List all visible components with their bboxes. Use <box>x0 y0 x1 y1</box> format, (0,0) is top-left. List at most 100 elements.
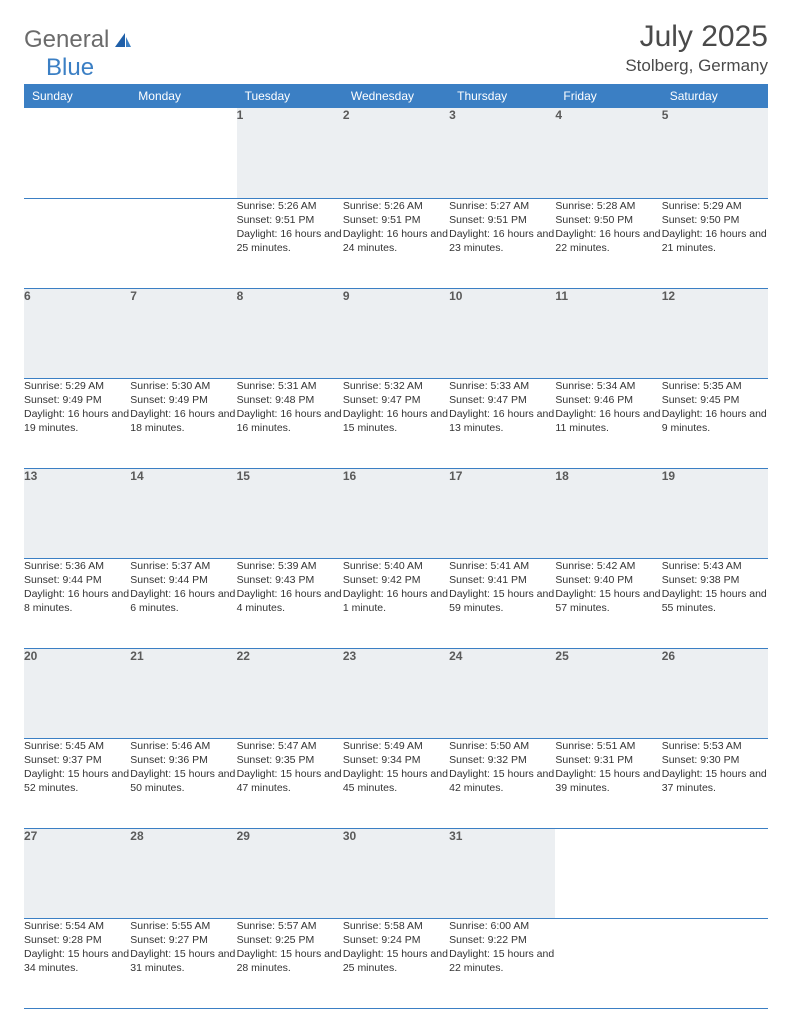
sunset-text: Sunset: 9:43 PM <box>237 573 343 587</box>
day-number-cell: 10 <box>449 288 555 378</box>
day-number-cell: 29 <box>237 828 343 918</box>
weekday-header: Saturday <box>662 84 768 108</box>
sunrise-text: Sunrise: 5:33 AM <box>449 379 555 393</box>
daylight-text: Daylight: 15 hours and 59 minutes. <box>449 587 555 615</box>
daylight-text: Daylight: 15 hours and 31 minutes. <box>130 947 236 975</box>
day-number-cell: 27 <box>24 828 130 918</box>
sunset-text: Sunset: 9:30 PM <box>662 753 768 767</box>
daylight-text: Daylight: 15 hours and 22 minutes. <box>449 947 555 975</box>
day-number-cell: 30 <box>343 828 449 918</box>
sunset-text: Sunset: 9:31 PM <box>555 753 661 767</box>
daylight-text: Daylight: 16 hours and 6 minutes. <box>130 587 236 615</box>
brand-text-1: General <box>24 26 109 54</box>
sunset-text: Sunset: 9:37 PM <box>24 753 130 767</box>
sunrise-text: Sunrise: 5:29 AM <box>662 199 768 213</box>
sunrise-text: Sunrise: 5:51 AM <box>555 739 661 753</box>
day-content-cell: Sunrise: 5:55 AMSunset: 9:27 PMDaylight:… <box>130 918 236 1008</box>
sunset-text: Sunset: 9:40 PM <box>555 573 661 587</box>
daylight-text: Daylight: 16 hours and 24 minutes. <box>343 227 449 255</box>
day-content-cell <box>662 918 768 1008</box>
sunset-text: Sunset: 9:45 PM <box>662 393 768 407</box>
day-number-cell: 18 <box>555 468 661 558</box>
day-content-cell: Sunrise: 5:40 AMSunset: 9:42 PMDaylight:… <box>343 558 449 648</box>
sunset-text: Sunset: 9:47 PM <box>343 393 449 407</box>
day-number-cell: 11 <box>555 288 661 378</box>
weekday-header: Tuesday <box>237 84 343 108</box>
daylight-text: Daylight: 15 hours and 42 minutes. <box>449 767 555 795</box>
logo-sail-icon <box>113 31 133 49</box>
daylight-text: Daylight: 16 hours and 1 minute. <box>343 587 449 615</box>
day-content-cell: Sunrise: 6:00 AMSunset: 9:22 PMDaylight:… <box>449 918 555 1008</box>
location-label: Stolberg, Germany <box>625 56 768 76</box>
day-number-cell: 9 <box>343 288 449 378</box>
sunrise-text: Sunrise: 5:53 AM <box>662 739 768 753</box>
daylight-text: Daylight: 16 hours and 19 minutes. <box>24 407 130 435</box>
day-number-cell: 23 <box>343 648 449 738</box>
sunrise-text: Sunrise: 6:00 AM <box>449 919 555 933</box>
day-content-cell: Sunrise: 5:54 AMSunset: 9:28 PMDaylight:… <box>24 918 130 1008</box>
day-content-cell: Sunrise: 5:37 AMSunset: 9:44 PMDaylight:… <box>130 558 236 648</box>
daylight-text: Daylight: 16 hours and 16 minutes. <box>237 407 343 435</box>
sunrise-text: Sunrise: 5:34 AM <box>555 379 661 393</box>
day-content-cell: Sunrise: 5:26 AMSunset: 9:51 PMDaylight:… <box>343 198 449 288</box>
day-content-cell: Sunrise: 5:32 AMSunset: 9:47 PMDaylight:… <box>343 378 449 468</box>
day-number-cell: 14 <box>130 468 236 558</box>
sunset-text: Sunset: 9:41 PM <box>449 573 555 587</box>
day-number-cell <box>130 108 236 198</box>
title-block: July 2025 Stolberg, Germany <box>625 20 768 76</box>
daylight-text: Daylight: 16 hours and 8 minutes. <box>24 587 130 615</box>
day-number-cell: 12 <box>662 288 768 378</box>
sunset-text: Sunset: 9:49 PM <box>130 393 236 407</box>
sunset-text: Sunset: 9:24 PM <box>343 933 449 947</box>
day-content-cell: Sunrise: 5:28 AMSunset: 9:50 PMDaylight:… <box>555 198 661 288</box>
daylight-text: Daylight: 15 hours and 37 minutes. <box>662 767 768 795</box>
day-content-cell <box>24 198 130 288</box>
day-number-cell: 5 <box>662 108 768 198</box>
sunrise-text: Sunrise: 5:57 AM <box>237 919 343 933</box>
sunrise-text: Sunrise: 5:26 AM <box>237 199 343 213</box>
sunset-text: Sunset: 9:51 PM <box>449 213 555 227</box>
day-number-cell: 1 <box>237 108 343 198</box>
sunrise-text: Sunrise: 5:28 AM <box>555 199 661 213</box>
sunrise-text: Sunrise: 5:43 AM <box>662 559 768 573</box>
sunset-text: Sunset: 9:47 PM <box>449 393 555 407</box>
day-content-cell: Sunrise: 5:49 AMSunset: 9:34 PMDaylight:… <box>343 738 449 828</box>
day-content-cell: Sunrise: 5:57 AMSunset: 9:25 PMDaylight:… <box>237 918 343 1008</box>
sunrise-text: Sunrise: 5:58 AM <box>343 919 449 933</box>
daylight-text: Daylight: 15 hours and 57 minutes. <box>555 587 661 615</box>
sunrise-text: Sunrise: 5:40 AM <box>343 559 449 573</box>
sunset-text: Sunset: 9:25 PM <box>237 933 343 947</box>
weekday-header: Thursday <box>449 84 555 108</box>
sunset-text: Sunset: 9:44 PM <box>24 573 130 587</box>
day-number-cell: 25 <box>555 648 661 738</box>
day-content-cell: Sunrise: 5:29 AMSunset: 9:49 PMDaylight:… <box>24 378 130 468</box>
daylight-text: Daylight: 15 hours and 50 minutes. <box>130 767 236 795</box>
day-content-cell: Sunrise: 5:51 AMSunset: 9:31 PMDaylight:… <box>555 738 661 828</box>
day-number-cell: 7 <box>130 288 236 378</box>
sunrise-text: Sunrise: 5:37 AM <box>130 559 236 573</box>
sunset-text: Sunset: 9:35 PM <box>237 753 343 767</box>
day-content-cell: Sunrise: 5:42 AMSunset: 9:40 PMDaylight:… <box>555 558 661 648</box>
sunset-text: Sunset: 9:28 PM <box>24 933 130 947</box>
day-number-cell: 15 <box>237 468 343 558</box>
day-number-cell: 2 <box>343 108 449 198</box>
day-content-cell: Sunrise: 5:27 AMSunset: 9:51 PMDaylight:… <box>449 198 555 288</box>
day-content-cell: Sunrise: 5:33 AMSunset: 9:47 PMDaylight:… <box>449 378 555 468</box>
day-content-cell <box>130 198 236 288</box>
sunset-text: Sunset: 9:36 PM <box>130 753 236 767</box>
day-content-cell: Sunrise: 5:26 AMSunset: 9:51 PMDaylight:… <box>237 198 343 288</box>
sunrise-text: Sunrise: 5:36 AM <box>24 559 130 573</box>
sunset-text: Sunset: 9:50 PM <box>662 213 768 227</box>
weekday-header: Sunday <box>24 84 130 108</box>
sunrise-text: Sunrise: 5:45 AM <box>24 739 130 753</box>
day-number-cell: 22 <box>237 648 343 738</box>
daylight-text: Daylight: 15 hours and 28 minutes. <box>237 947 343 975</box>
sunset-text: Sunset: 9:44 PM <box>130 573 236 587</box>
sunset-text: Sunset: 9:22 PM <box>449 933 555 947</box>
sunset-text: Sunset: 9:50 PM <box>555 213 661 227</box>
daylight-text: Daylight: 16 hours and 23 minutes. <box>449 227 555 255</box>
day-content-cell: Sunrise: 5:43 AMSunset: 9:38 PMDaylight:… <box>662 558 768 648</box>
day-number-cell <box>662 828 768 918</box>
day-content-cell: Sunrise: 5:31 AMSunset: 9:48 PMDaylight:… <box>237 378 343 468</box>
daylight-text: Daylight: 16 hours and 25 minutes. <box>237 227 343 255</box>
